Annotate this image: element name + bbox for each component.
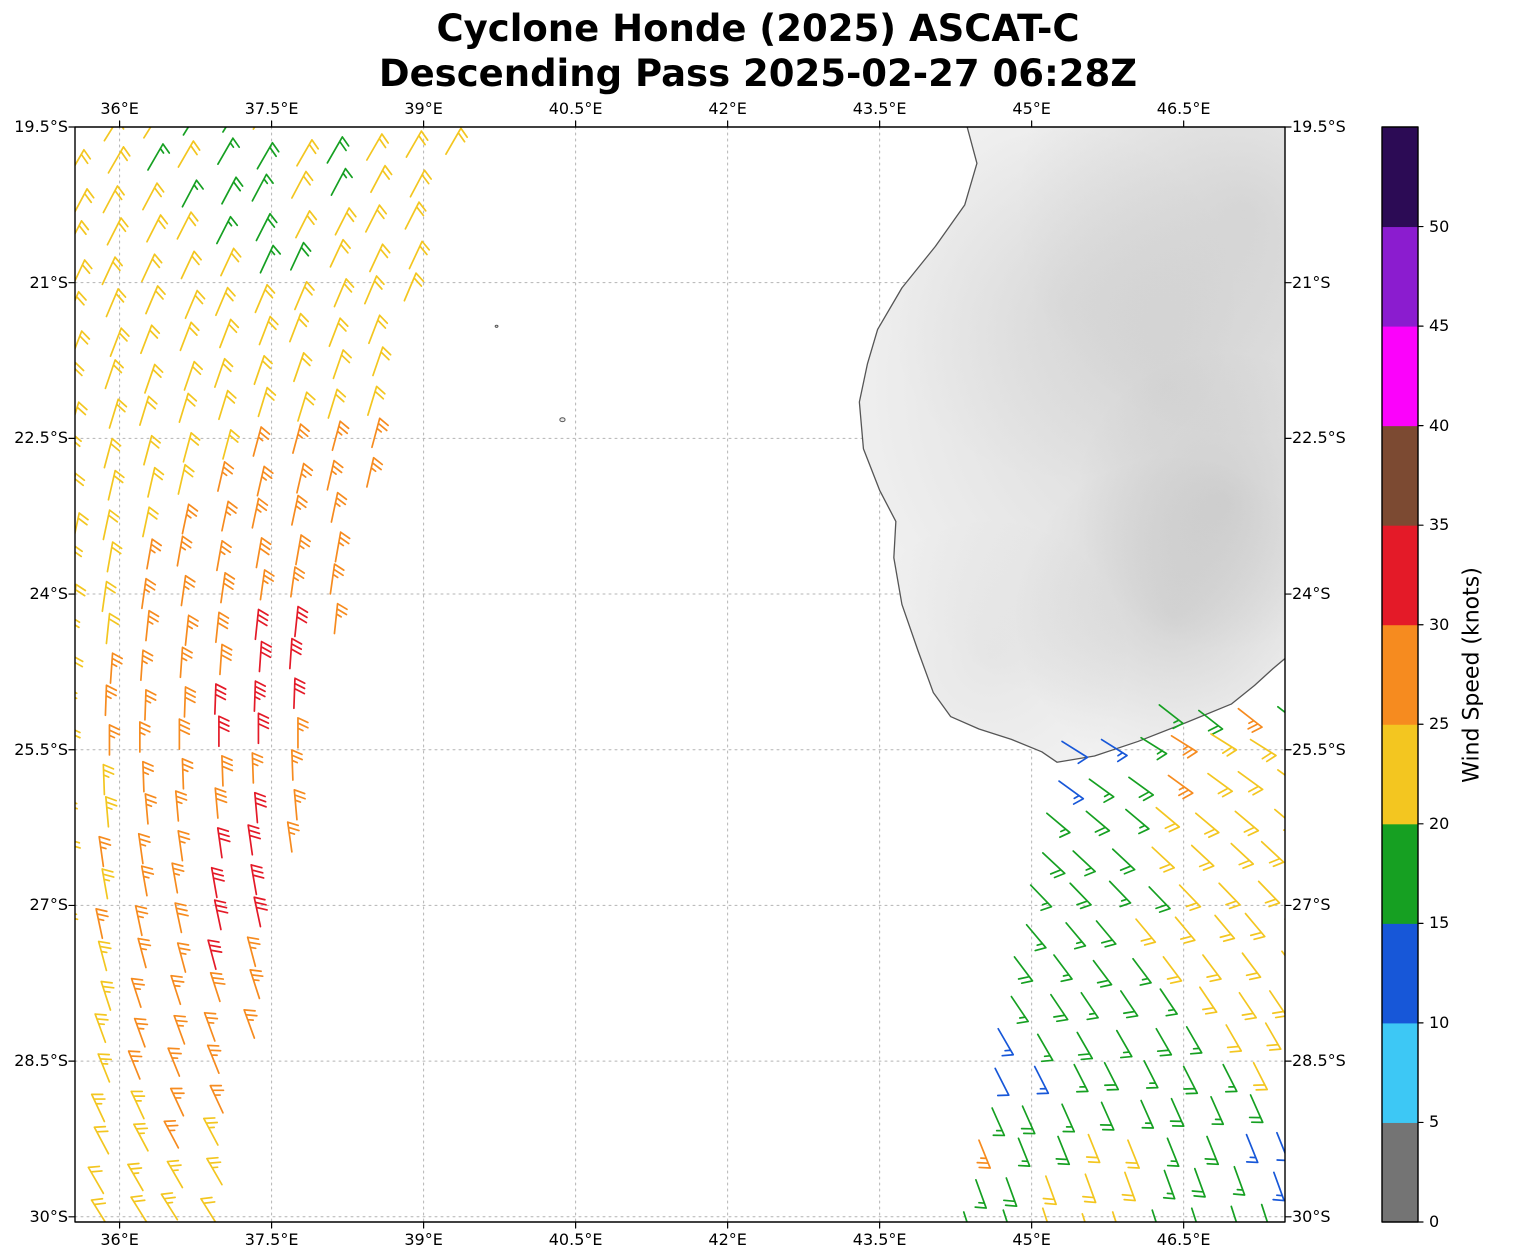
colorbar-tick-label: 30 [1429,614,1450,634]
x-tick-label-bottom: 46.5°E [1156,1230,1211,1249]
x-tick-label-bottom: 43.5°E [852,1230,907,1249]
x-tick-label-top: 43.5°E [852,99,907,118]
colorbar-tick-label: 15 [1429,913,1450,933]
colorbar-tick-label: 5 [1429,1112,1440,1132]
x-tick-label-bottom: 45°E [1012,1230,1051,1249]
y-tick-label-right: 24°S [1292,584,1331,604]
x-tick-label-top: 42°E [708,99,747,118]
colorbar-tick-label: 40 [1429,415,1450,435]
colorbar-tick-label: 50 [1429,216,1450,236]
x-tick-label-bottom: 36°E [100,1230,139,1249]
colorbar-tick-label: 35 [1429,515,1450,535]
y-tick-label-left: 25.5°S [14,739,68,759]
y-tick-label-left: 19.5°S [14,117,68,136]
x-tick-label-bottom: 40.5°E [548,1230,603,1249]
title-block: Cyclone Honde (2025) ASCAT-C Descending … [0,6,1516,96]
y-tick-label-right: 21°S [1292,272,1331,292]
x-tick-label-top: 39°E [404,99,443,118]
y-tick-label-right: 19.5°S [1292,117,1346,136]
x-tick-label-top: 36°E [100,99,139,118]
x-tick-label-top: 45°E [1012,99,1051,118]
colorbar-tick-label: 0 [1429,1212,1440,1231]
x-tick-label-top: 46.5°E [1156,99,1211,118]
colorbar-tick-label: 45 [1429,316,1450,336]
x-tick-label-bottom: 37.5°E [244,1230,299,1249]
y-tick-label-left: 21°S [29,272,68,292]
colorbar-tick-label: 20 [1429,813,1450,833]
colorbar-tick-label: 25 [1429,714,1450,734]
y-tick-label-right: 27°S [1292,895,1331,915]
colorbar-axis-label: Wind Speed (knots) [1459,567,1485,783]
x-tick-label-bottom: 42°E [708,1230,747,1249]
y-tick-label-right: 30°S [1292,1206,1331,1226]
x-tick-label-top: 40.5°E [548,99,603,118]
chart-subtitle: Descending Pass 2025-02-27 06:28Z [378,52,1138,95]
chart-title: Cyclone Honde (2025) ASCAT-C [436,7,1080,50]
y-tick-label-left: 24°S [29,584,68,604]
y-tick-label-left: 30°S [29,1206,68,1226]
x-tick-label-bottom: 39°E [404,1230,443,1249]
y-tick-label-left: 22.5°S [14,428,68,448]
x-tick-label-top: 37.5°E [244,99,299,118]
y-tick-label-right: 28.5°S [1292,1051,1346,1071]
y-tick-label-right: 25.5°S [1292,739,1346,759]
colorbar-tick-label: 10 [1429,1012,1450,1032]
y-tick-label-left: 27°S [29,895,68,915]
y-tick-label-right: 22.5°S [1292,428,1346,448]
y-tick-label-left: 28.5°S [14,1051,68,1071]
